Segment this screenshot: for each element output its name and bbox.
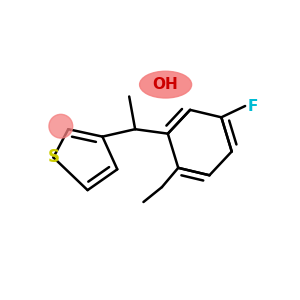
Ellipse shape bbox=[140, 71, 192, 98]
Text: F: F bbox=[248, 98, 258, 113]
Text: S: S bbox=[47, 148, 59, 166]
Text: OH: OH bbox=[153, 77, 178, 92]
Circle shape bbox=[49, 114, 73, 138]
